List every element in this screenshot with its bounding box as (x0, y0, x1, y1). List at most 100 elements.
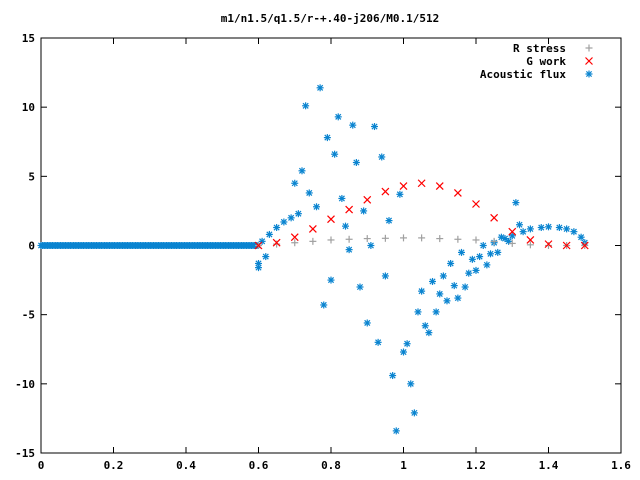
acoustic-flux-point (494, 248, 502, 256)
acoustic-flux-point (356, 283, 364, 291)
series-layer (37, 84, 589, 435)
legend-marker-g-work (585, 57, 593, 65)
acoustic-flux-point (291, 179, 299, 187)
legend-marker-acoustic-flux (585, 70, 593, 78)
acoustic-flux-point (360, 207, 368, 215)
r-stress-point (526, 241, 534, 249)
acoustic-flux-point (450, 282, 458, 290)
acoustic-flux-point (334, 113, 342, 121)
r-stress-point (490, 237, 498, 245)
acoustic-flux-point (414, 308, 422, 316)
acoustic-flux-point (345, 246, 353, 254)
acoustic-flux-point (487, 250, 494, 258)
acoustic-flux-point (342, 222, 349, 230)
acoustic-flux-point (280, 218, 288, 226)
legend-marker-r-stress (585, 44, 593, 52)
legend-label-r-stress: R stress (513, 42, 566, 55)
acoustic-flux-point (352, 159, 360, 166)
x-tick-label: 0.2 (104, 459, 124, 472)
acoustic-flux-point (476, 253, 484, 261)
acoustic-flux-point (396, 190, 404, 198)
g-work-point (272, 238, 281, 247)
acoustic-flux-point (501, 235, 509, 243)
acoustic-flux-point (331, 150, 339, 158)
acoustic-flux-point (429, 277, 436, 285)
acoustic-flux-point (555, 224, 563, 232)
g-work-point (435, 182, 444, 190)
acoustic-flux-point (392, 427, 400, 435)
acoustic-flux-point (410, 409, 418, 417)
legend-label-g-work: G work (526, 55, 566, 68)
g-work-series (254, 179, 589, 250)
acoustic-flux-point (378, 153, 386, 161)
acoustic-flux-series (255, 84, 589, 435)
g-work-point (472, 200, 480, 208)
acoustic-flux-point (385, 217, 393, 225)
r-stress-point (273, 240, 281, 248)
g-work-point (363, 195, 372, 204)
acoustic-flux-point (545, 223, 552, 231)
acoustic-flux-point (458, 248, 465, 256)
x-tick-label: 0.8 (321, 459, 341, 472)
r-stress-point (309, 237, 317, 245)
r-stress-point (472, 236, 480, 244)
acoustic-flux-point (563, 225, 571, 233)
acoustic-flux-point (363, 319, 371, 327)
r-stress-point (345, 235, 353, 243)
g-work-point (508, 227, 517, 236)
acoustic-flux-point (287, 214, 295, 222)
acoustic-flux-baseline (37, 242, 262, 249)
acoustic-flux-point (483, 261, 491, 269)
r-stress-point (400, 234, 407, 242)
y-tick-label: 0 (28, 240, 35, 253)
g-work-point (327, 215, 335, 224)
acoustic-flux-point (447, 259, 455, 267)
acoustic-flux-point (577, 233, 585, 241)
acoustic-flux-point (323, 134, 331, 142)
acoustic-flux-point (439, 272, 447, 280)
acoustic-flux-point (305, 189, 313, 197)
acoustic-flux-point (516, 221, 523, 229)
y-tick-label: -5 (22, 309, 35, 322)
acoustic-flux-point (320, 301, 328, 309)
acoustic-flux-point (403, 340, 411, 348)
g-work-point (290, 233, 299, 242)
g-work-point (417, 179, 426, 188)
r-stress-point (508, 239, 516, 247)
x-tick-label: 0 (38, 459, 45, 472)
acoustic-flux-point (468, 255, 476, 263)
g-work-point (308, 224, 317, 233)
acoustic-flux-point (526, 225, 534, 233)
r-stress-point (545, 242, 552, 249)
r-stress-point (327, 236, 335, 244)
x-tick-label: 0.4 (176, 459, 196, 472)
r-stress-point (436, 235, 444, 243)
r-stress-point (381, 234, 389, 242)
acoustic-flux-point (465, 269, 473, 277)
axis-ticks: 0 0.2 0.4 0.6 0.8 1 1.2 1.4 1.6 15 10 5 0 -5 -10 -15 (15, 32, 631, 472)
acoustic-flux-point (265, 230, 273, 238)
acoustic-flux-point (512, 199, 520, 207)
acoustic-flux-point (316, 84, 324, 92)
x-tick-label: 1.4 (539, 459, 559, 472)
y-tick-label: 15 (22, 32, 35, 45)
acoustic-flux-point (454, 294, 462, 302)
x-tick-label: 1 (400, 459, 407, 472)
acoustic-flux-point (425, 329, 433, 337)
acoustic-flux-point (374, 338, 382, 346)
chart-title: m1/n1.5/q1.5/r-+.40-j206/M0.1/512 (221, 12, 440, 25)
g-work-point (544, 240, 553, 249)
g-work-point (399, 182, 408, 190)
acoustic-flux-point (381, 272, 389, 280)
g-work-point (254, 241, 263, 250)
legend-label-acoustic-flux: Acoustic flux (480, 68, 566, 81)
acoustic-flux-point (418, 287, 426, 295)
acoustic-flux-point (255, 259, 262, 267)
acoustic-flux-point (570, 228, 578, 236)
acoustic-flux-point (407, 380, 415, 388)
g-work-point (381, 187, 390, 196)
acoustic-flux-point (389, 372, 397, 380)
g-work-point (562, 241, 571, 250)
